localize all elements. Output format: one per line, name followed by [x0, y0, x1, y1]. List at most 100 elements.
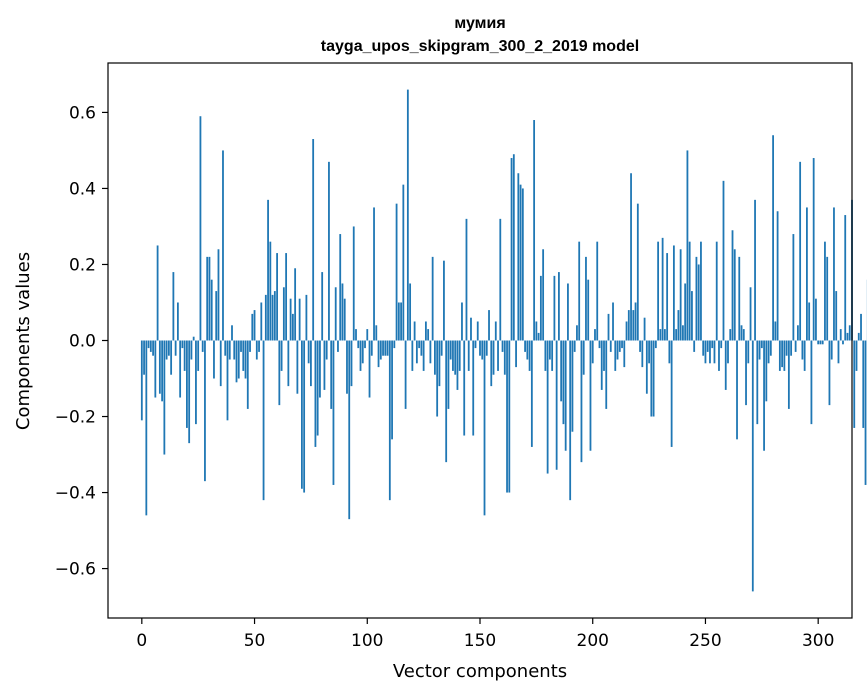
bar	[197, 340, 200, 371]
y-tick-label: −0.4	[55, 484, 96, 504]
bar	[711, 340, 714, 349]
bar	[400, 302, 402, 341]
bar	[758, 340, 761, 360]
bar	[506, 340, 508, 493]
bar	[765, 340, 768, 402]
bar	[341, 283, 344, 341]
bar	[558, 272, 560, 341]
bar	[672, 245, 675, 341]
bar	[355, 329, 357, 341]
bar	[260, 302, 263, 341]
bar	[634, 302, 637, 341]
bar	[386, 340, 389, 356]
bar	[594, 329, 596, 341]
bar	[562, 340, 565, 425]
bar	[226, 340, 229, 421]
bar	[815, 298, 817, 341]
bar	[729, 329, 732, 341]
bar	[461, 302, 463, 341]
y-axis-ticks: −0.6 −0.4 −0.2 0.0 0.2 0.4 0.6	[55, 103, 108, 580]
bar	[312, 139, 315, 341]
bar	[273, 291, 276, 341]
bar	[853, 340, 856, 428]
bar	[244, 340, 247, 379]
bar	[801, 340, 804, 360]
chart-subtitle: tayga_upos_skipgram_300_2_2019 model	[321, 38, 639, 55]
bar	[411, 340, 414, 371]
bar	[654, 340, 657, 349]
bar	[639, 340, 641, 352]
bar	[652, 340, 655, 417]
bar	[431, 256, 434, 341]
bar	[783, 340, 786, 371]
bar	[195, 340, 197, 425]
bar	[492, 340, 495, 375]
bar	[217, 249, 220, 341]
bar	[348, 340, 351, 520]
bar	[585, 256, 587, 341]
bar	[614, 340, 617, 371]
x-axis-ticks: 0 50 100 150 200 250 300	[136, 618, 834, 651]
bar	[727, 340, 729, 364]
bar	[307, 340, 310, 364]
bar	[479, 340, 481, 356]
bar	[485, 340, 488, 356]
bar	[666, 253, 669, 341]
bar	[237, 340, 240, 379]
bar	[424, 321, 427, 341]
bar	[167, 340, 170, 356]
bar	[264, 294, 267, 341]
y-tick-label: 0.0	[69, 332, 96, 352]
bar	[738, 256, 741, 341]
bar	[251, 313, 254, 341]
bar	[291, 313, 294, 341]
bar	[720, 340, 723, 349]
bar	[440, 340, 443, 356]
bar	[476, 321, 479, 341]
bar	[560, 340, 563, 402]
bar	[429, 340, 432, 364]
bar	[366, 329, 369, 341]
bar	[222, 150, 224, 341]
bar	[612, 302, 614, 341]
bar	[589, 340, 592, 451]
bar	[289, 298, 292, 341]
bar	[530, 340, 533, 447]
bar	[368, 340, 371, 398]
bar	[474, 340, 477, 349]
bar	[296, 340, 299, 394]
bar	[305, 294, 308, 341]
bar	[219, 340, 222, 387]
bar	[503, 340, 506, 375]
bar	[255, 340, 258, 360]
bar	[350, 340, 353, 387]
bar	[661, 237, 664, 341]
bar	[510, 158, 513, 341]
bar	[688, 241, 691, 341]
bar	[497, 340, 499, 371]
bar	[763, 340, 765, 451]
bar	[499, 218, 502, 341]
bar	[224, 340, 227, 356]
bar	[837, 340, 840, 364]
bar	[149, 340, 152, 352]
bar	[702, 340, 705, 356]
bar	[576, 325, 578, 341]
bar	[508, 340, 511, 493]
bar	[548, 340, 551, 360]
bar	[395, 203, 398, 341]
bar	[862, 340, 865, 428]
bar	[314, 340, 317, 447]
bar	[528, 340, 531, 371]
bar	[359, 340, 362, 371]
bar	[190, 340, 193, 360]
y-tick-label: 0.4	[69, 179, 96, 199]
bar	[650, 340, 653, 417]
bar	[736, 340, 738, 440]
bar	[564, 340, 567, 451]
bar	[785, 340, 788, 356]
bar	[515, 340, 517, 368]
bar	[379, 340, 382, 360]
bar	[695, 256, 698, 341]
